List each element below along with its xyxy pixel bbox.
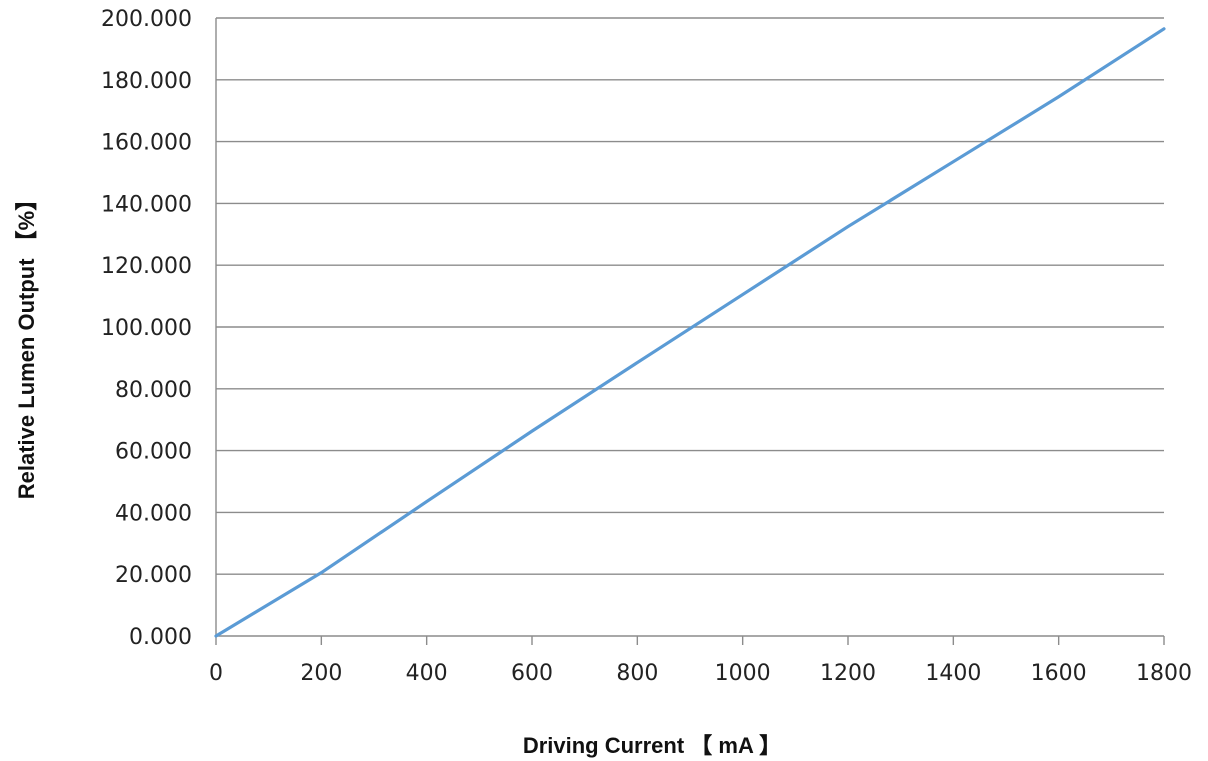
x-axis-ticks: 0 200 400 600 800 1000 1200 1400 1600 1800 <box>209 636 1192 686</box>
y-tick-label: 160.000 <box>101 131 192 156</box>
x-axis-title: Driving Current 【 mA 】 <box>523 733 781 758</box>
x-tick-label: 800 <box>616 661 658 686</box>
series-line-0 <box>214 27 1166 638</box>
y-tick-label: 40.000 <box>115 501 192 526</box>
series-group <box>214 27 1166 638</box>
y-tick-label: 60.000 <box>115 440 192 465</box>
x-tick-label: 400 <box>406 661 448 686</box>
x-tick-label: 200 <box>300 661 342 686</box>
y-tick-label: 180.000 <box>101 69 192 94</box>
y-tick-label: 20.000 <box>115 563 192 588</box>
x-tick-label: 600 <box>511 661 553 686</box>
gridlines <box>216 17 1164 575</box>
x-tick-label: 1600 <box>1031 661 1087 686</box>
y-tick-label: 140.000 <box>101 192 192 217</box>
x-tick-label: 1200 <box>820 661 876 686</box>
x-tick-label: 1800 <box>1136 661 1192 686</box>
x-tick-label: 1000 <box>715 661 771 686</box>
y-tick-label: 120.000 <box>101 254 192 279</box>
x-tick-label: 0 <box>209 661 223 686</box>
x-tick-label: 1400 <box>925 661 981 686</box>
axes <box>215 18 1164 637</box>
y-tick-label: 100.000 <box>101 316 192 341</box>
y-tick-label: 200.000 <box>101 7 192 32</box>
y-axis-ticks: 0.000 20.000 40.000 60.000 80.000 100.000 120.… <box>101 7 192 650</box>
y-axis-title: Relative Lumen Output 【%】 <box>14 189 39 499</box>
y-tick-label: 80.000 <box>115 378 192 403</box>
y-tick-label: 0.000 <box>129 625 192 650</box>
